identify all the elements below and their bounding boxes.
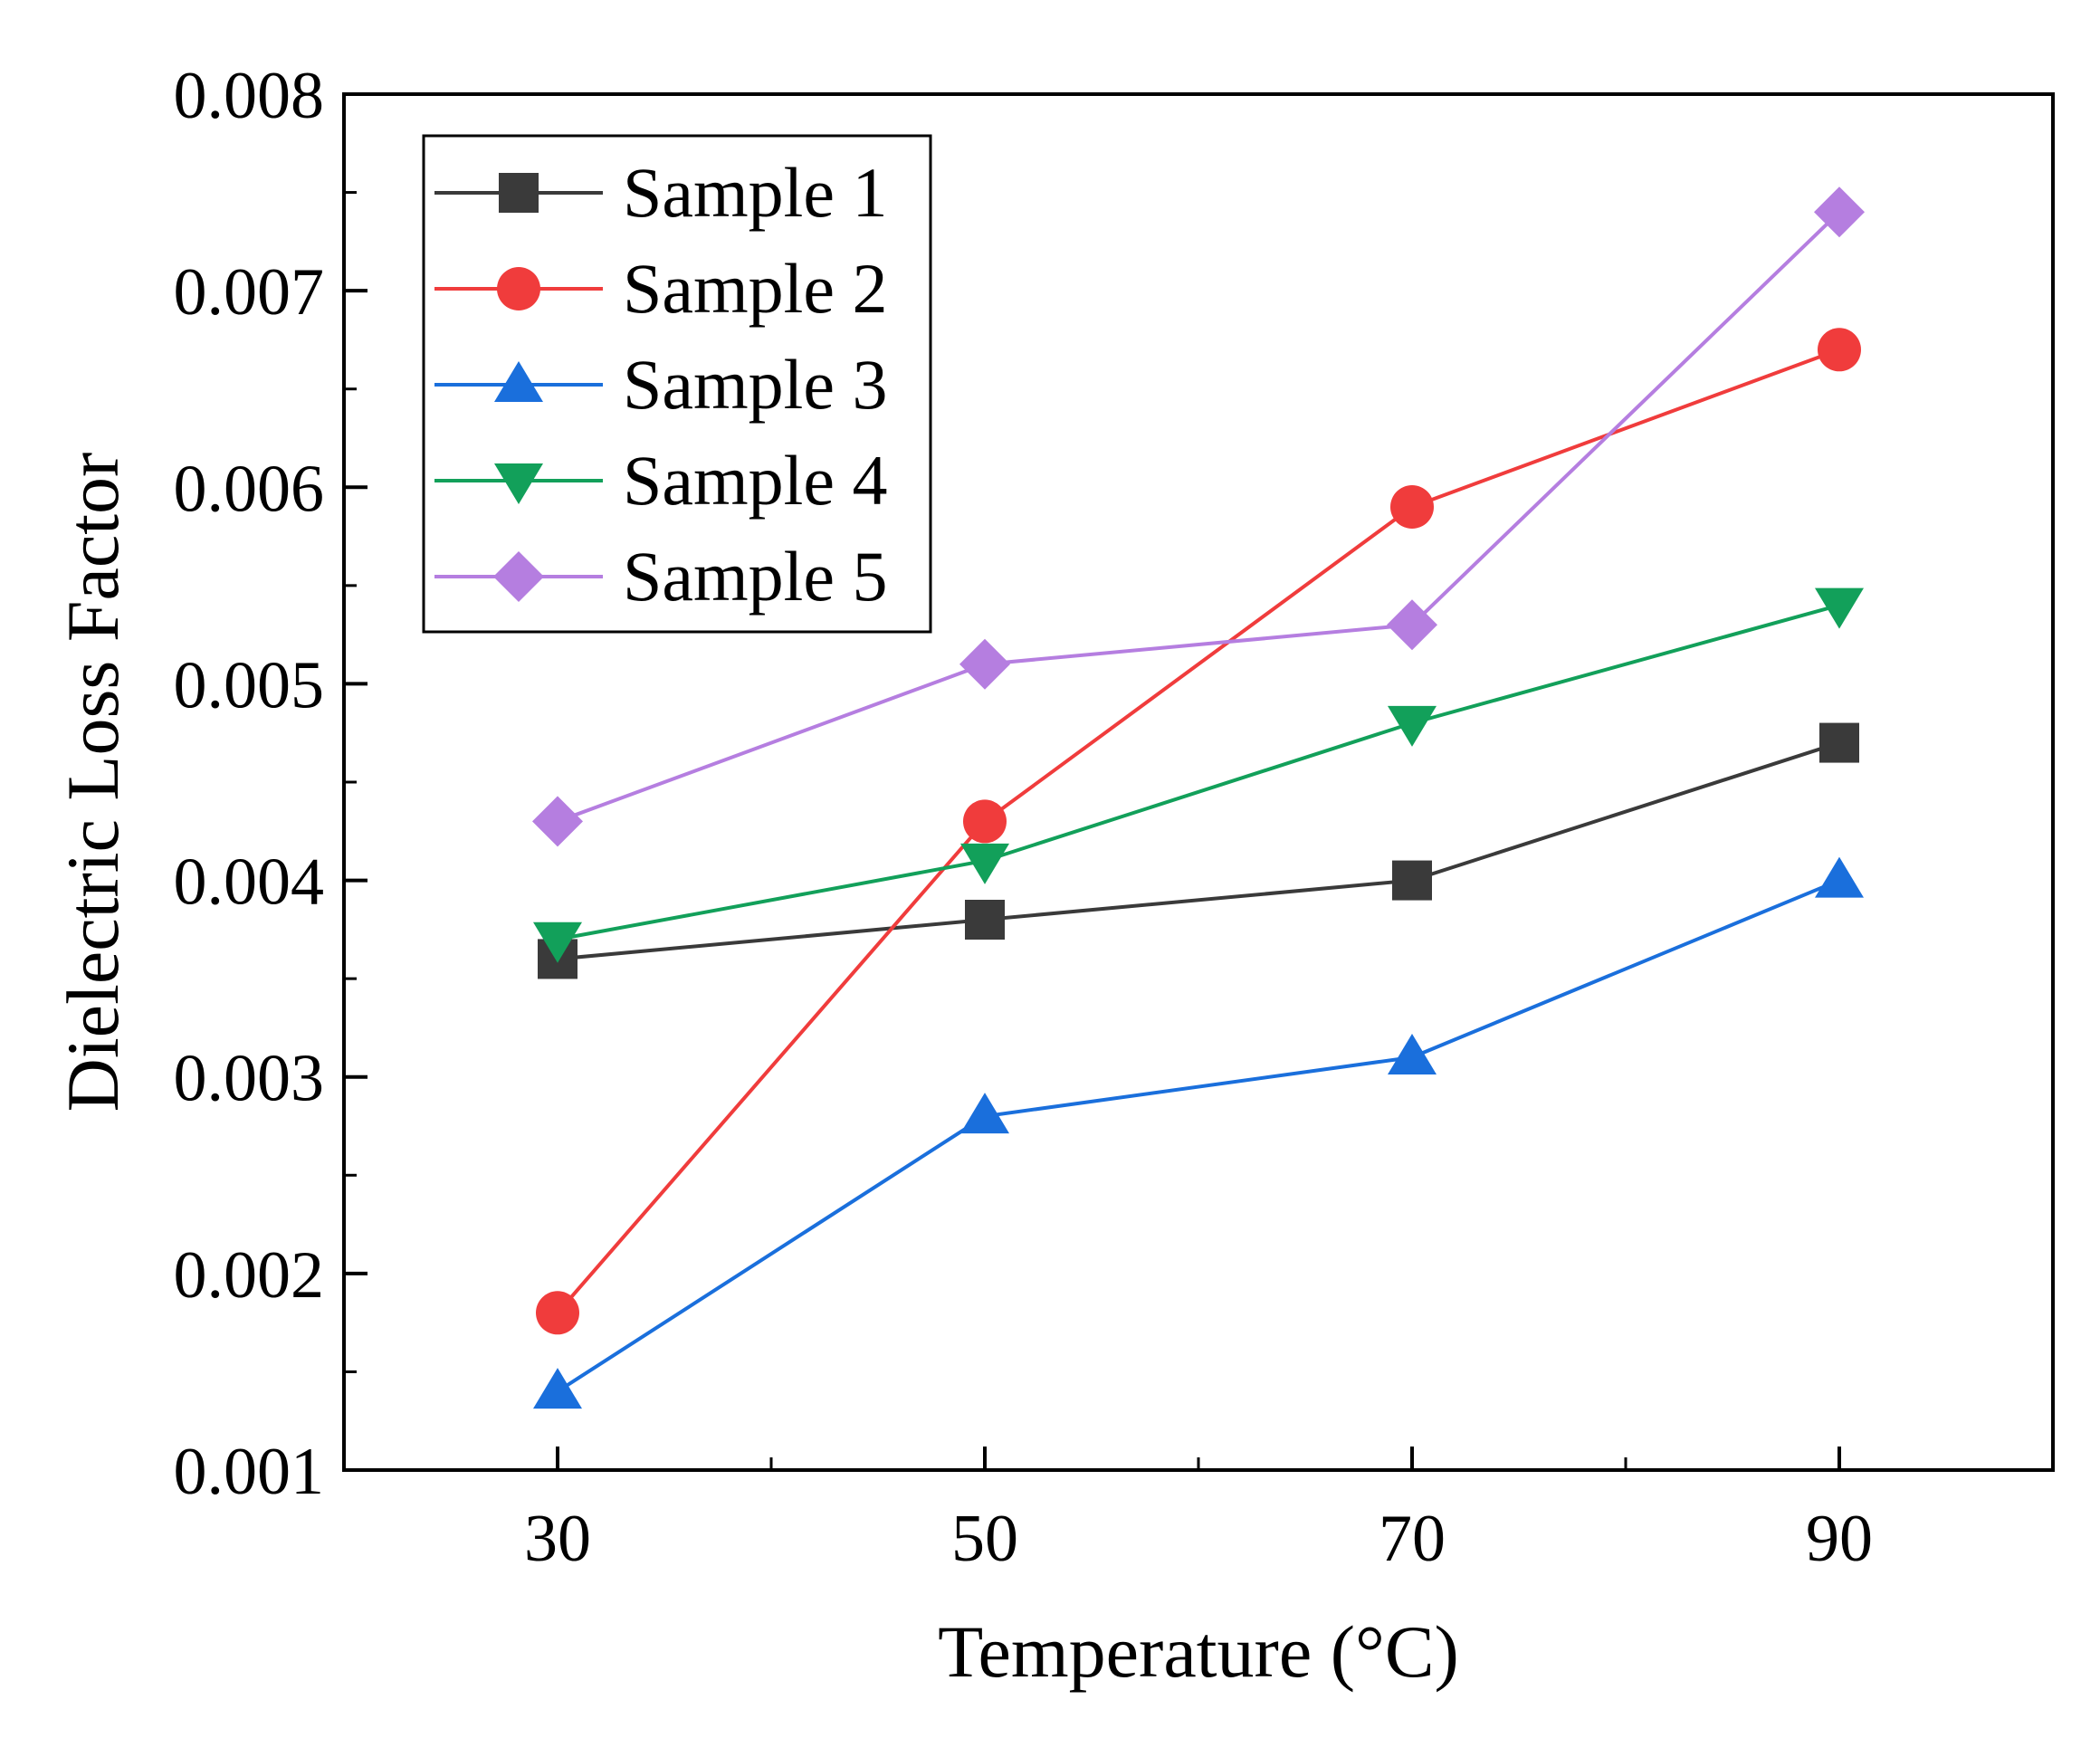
data-point [1390, 485, 1434, 529]
legend-marker [499, 173, 539, 213]
legend-marker [494, 361, 543, 402]
data-point [1388, 1034, 1437, 1074]
y-tick-label: 0.002 [174, 1238, 325, 1313]
legend-label: Sample 5 [623, 537, 887, 616]
data-point [1814, 186, 1865, 238]
data-point [532, 796, 583, 847]
x-tick-label: 90 [1806, 1502, 1873, 1576]
y-tick-label: 0.004 [174, 845, 325, 920]
data-point [960, 843, 1009, 884]
data-point [963, 799, 1007, 844]
legend-label: Sample 2 [623, 249, 887, 328]
series-line [557, 740, 1840, 961]
data-point [1815, 587, 1864, 629]
y-tick-label: 0.007 [174, 255, 325, 329]
legend-marker [494, 463, 543, 504]
y-tick-label: 0.003 [174, 1042, 325, 1116]
data-point [1387, 599, 1437, 651]
data-point [1388, 705, 1437, 747]
y-tick-label: 0.006 [174, 452, 325, 526]
axis-ticks: 0.001 0.002 0.003 0.004 0.005 0.006 0.007 0.008… [174, 59, 1874, 1576]
legend-label: Sample 4 [623, 441, 887, 520]
data-point [1392, 860, 1432, 901]
series-line [557, 210, 1841, 824]
series-line [556, 878, 1840, 1393]
plot-marks [532, 186, 1865, 1409]
y-tick-label: 0.008 [174, 59, 325, 133]
legend-label: Sample 1 [623, 153, 887, 232]
series-line [556, 348, 1840, 1314]
y-tick-label: 0.005 [174, 648, 325, 722]
data-point [960, 1093, 1009, 1134]
x-tick-label: 30 [524, 1502, 591, 1576]
x-tick-label: 70 [1379, 1502, 1446, 1576]
data-point [959, 638, 1010, 690]
data-point [1815, 856, 1864, 898]
data-point [965, 900, 1005, 940]
x-tick-label: 50 [951, 1502, 1018, 1576]
data-point [533, 922, 582, 963]
legend: Sample 1 Sample 2 Sample 3 Sample 4 Sample 5 [422, 134, 932, 634]
data-point [536, 1291, 579, 1335]
y-tick-label: 0.001 [174, 1435, 325, 1509]
data-point [533, 1368, 582, 1409]
legend-marker [497, 267, 540, 310]
legend-label: Sample 3 [623, 345, 887, 424]
series-line [557, 603, 1840, 941]
legend-marker [493, 551, 544, 602]
x-axis-title: Temperature (°C) [938, 1610, 1459, 1693]
data-point [1819, 722, 1859, 763]
data-point [1818, 328, 1861, 372]
y-axis-title: Dielectric Loss Factor [52, 453, 134, 1113]
